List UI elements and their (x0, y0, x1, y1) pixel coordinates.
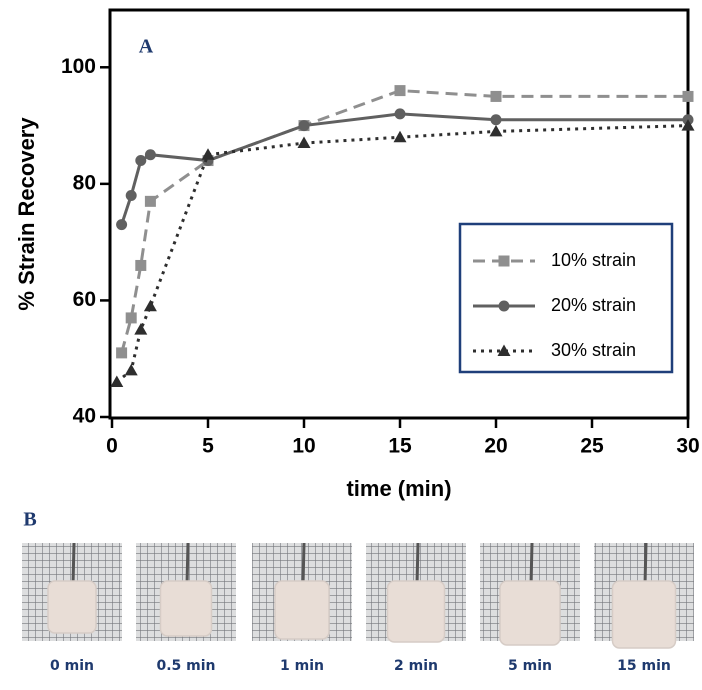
marker (143, 299, 157, 312)
marker (135, 259, 147, 271)
series-line (120, 112, 688, 226)
marker (297, 136, 311, 149)
marker (116, 219, 128, 231)
panel-label: B (23, 509, 36, 531)
marker (489, 124, 503, 137)
y-tick-label: 80 (73, 171, 96, 194)
marker (490, 114, 502, 126)
x-tick-label: 25 (580, 435, 604, 458)
x-tick-label: 30 (676, 435, 699, 458)
marker (144, 149, 156, 161)
wire (185, 542, 190, 586)
marker (394, 108, 406, 120)
photo-caption: 1 min (280, 658, 324, 674)
x-tick-label: 15 (388, 435, 412, 458)
photo (480, 542, 580, 646)
y-tick-label: 60 (73, 288, 96, 311)
photo-caption: 5 min (508, 658, 552, 674)
marker (682, 90, 694, 102)
sample (386, 580, 446, 643)
marker (298, 120, 310, 132)
x-tick-label: 10 (292, 435, 315, 458)
wire (415, 542, 420, 586)
legend-box (458, 222, 674, 374)
legend-label: 30% strain (551, 340, 636, 360)
marker (144, 195, 156, 207)
legend-marker (498, 300, 510, 312)
wire (301, 542, 306, 586)
wire (71, 542, 76, 586)
photo-caption: 0 min (50, 658, 94, 674)
marker (201, 148, 215, 160)
series-line (115, 124, 689, 384)
sample (611, 580, 677, 649)
photo-caption: 0.5 min (156, 658, 215, 674)
photo (22, 542, 122, 641)
sample (274, 580, 330, 640)
marker (125, 312, 137, 324)
sample (47, 580, 97, 634)
photo (136, 542, 236, 641)
legend-label: 10% strain (551, 250, 636, 270)
x-tick-label: 20 (484, 435, 507, 458)
marker (681, 119, 695, 131)
photo (594, 542, 694, 649)
marker (116, 347, 128, 359)
sample (499, 580, 561, 646)
x-axis-title: time (min) (346, 476, 451, 501)
legend-marker (497, 344, 511, 356)
sample (159, 580, 213, 637)
marker (110, 375, 124, 388)
panel-label: A (139, 36, 154, 58)
x-tick-label: 0 (106, 435, 118, 458)
x-tick-label: 5 (202, 435, 214, 458)
marker (135, 155, 147, 167)
marker (394, 85, 406, 97)
y-axis-title: % Strain Recovery (14, 117, 39, 311)
marker (393, 130, 407, 143)
marker (124, 363, 138, 376)
marker (490, 90, 502, 102)
photo-caption: 2 min (394, 658, 438, 674)
y-tick-label: 40 (73, 405, 96, 428)
y-tick-label: 100 (61, 55, 96, 78)
marker (134, 323, 148, 335)
wire (643, 542, 648, 586)
photo (252, 542, 352, 641)
legend-label: 20% strain (551, 295, 636, 315)
photo (366, 542, 466, 643)
wire (529, 542, 534, 586)
marker (125, 190, 137, 202)
photo-caption: 15 min (617, 658, 671, 674)
legend-marker (498, 255, 510, 267)
